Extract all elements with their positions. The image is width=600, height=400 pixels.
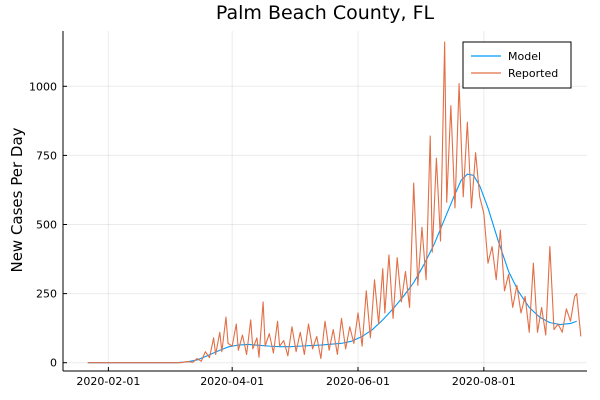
- x-tick-label: 2020-08-01: [452, 375, 516, 388]
- y-tick-label: 250: [36, 288, 57, 301]
- y-tick-label: 0: [50, 357, 57, 370]
- legend-box: [462, 41, 572, 89]
- y-axis-label: New Cases Per Day: [8, 127, 26, 272]
- x-tick-label: 2020-02-01: [76, 375, 140, 388]
- y-tick-label: 500: [36, 218, 57, 231]
- tick-labels: 2020-02-01 2020-04-01 2020-06-01 2020-08-01…: [29, 80, 516, 388]
- x-tick-label: 2020-04-01: [200, 375, 264, 388]
- legend-label-model: Model: [508, 50, 541, 63]
- chart-title: Palm Beach County, FL: [216, 2, 435, 24]
- legend: Model Reported: [462, 41, 572, 89]
- y-tick-label: 1000: [29, 80, 57, 93]
- y-tick-label: 750: [36, 149, 57, 162]
- axes: [62, 31, 587, 372]
- x-tick-label: 2020-06-01: [326, 375, 390, 388]
- series-lines: [87, 41, 582, 364]
- series-line-model: [87, 173, 577, 364]
- series-line-reported: [87, 41, 582, 364]
- legend-label-reported: Reported: [508, 67, 558, 80]
